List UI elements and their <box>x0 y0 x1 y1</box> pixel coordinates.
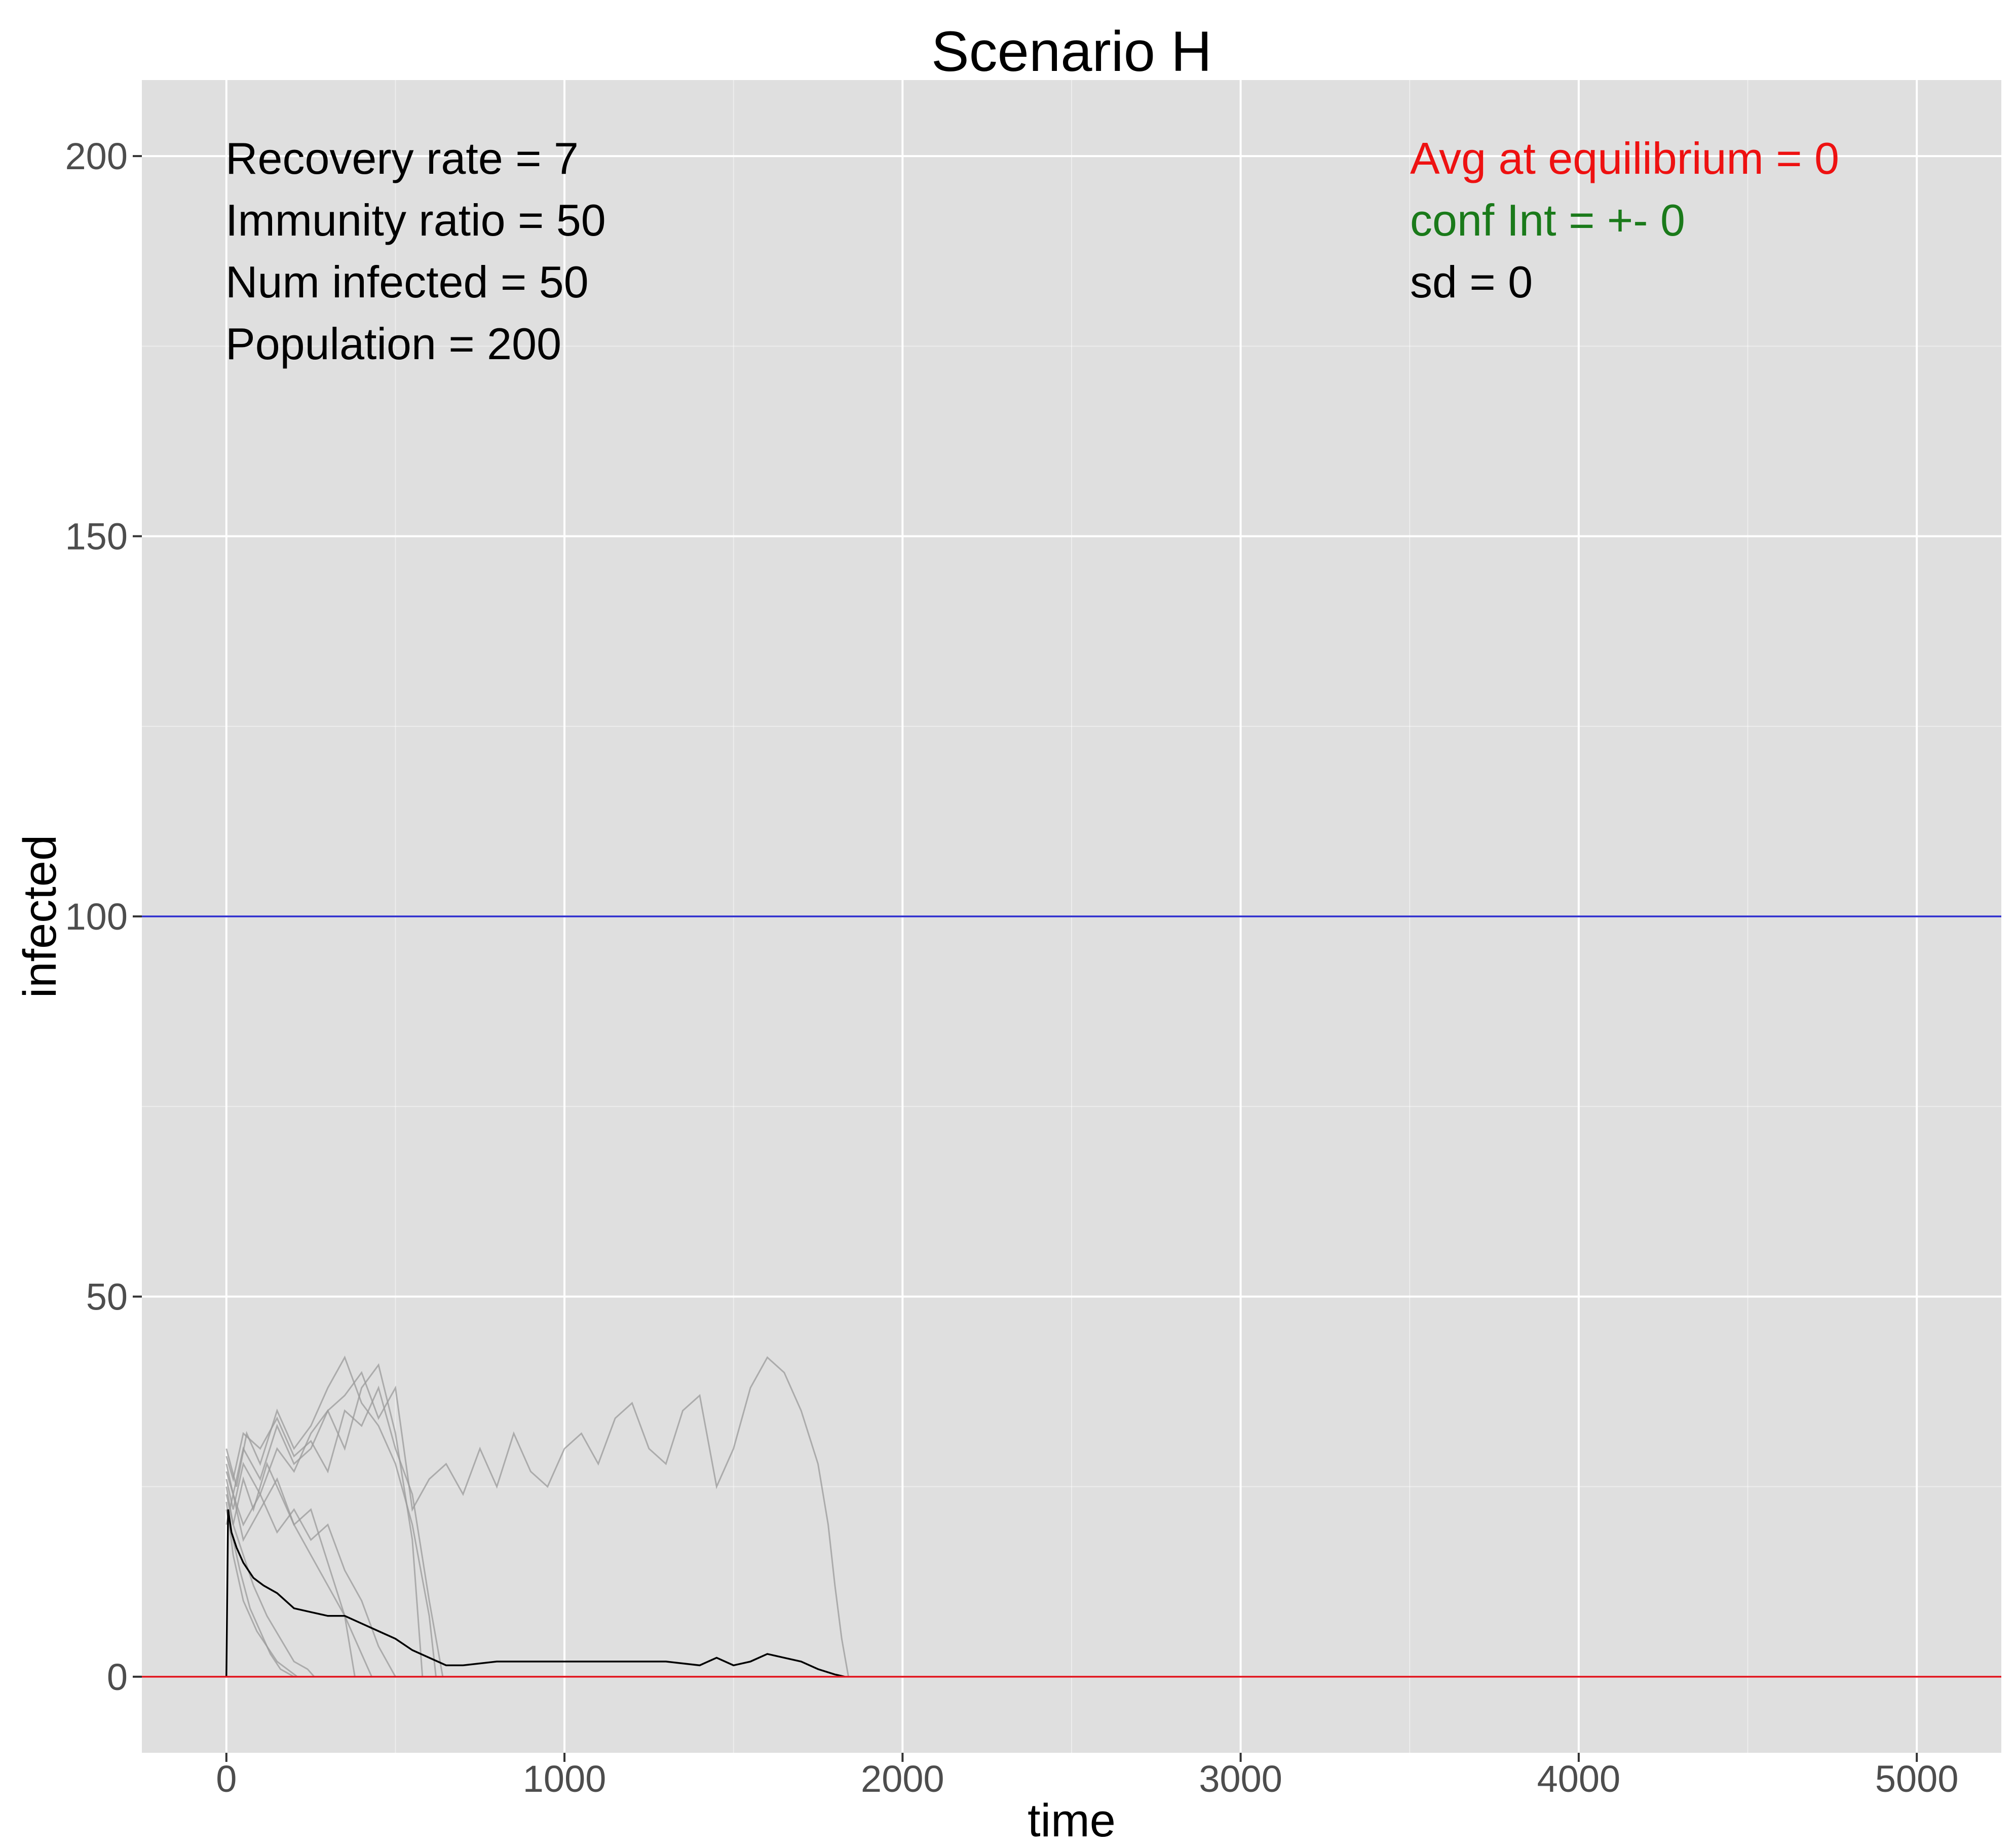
annotation-left-1: Immunity ratio = 50 <box>225 195 606 245</box>
x-tick-label: 3000 <box>1199 1758 1282 1800</box>
series-run-line-3 <box>225 1363 424 1677</box>
annotation-left-0: Recovery rate = 7 <box>225 133 579 183</box>
annotation-left-2: Num infected = 50 <box>225 257 589 307</box>
x-tick-label: 5000 <box>1875 1758 1959 1800</box>
series-run-line-1 <box>225 1356 850 1677</box>
annotation-right-2: sd = 0 <box>1410 257 1533 307</box>
chart-title: Scenario H <box>931 20 1212 83</box>
series-run-line-5 <box>225 1509 295 1678</box>
parameter-annotations: Recovery rate = 7 Immunity ratio = 50 Num … <box>225 133 606 369</box>
y-axis-ticks: 0 50 100 150 200 <box>65 135 142 1698</box>
x-tick-label: 4000 <box>1537 1758 1621 1800</box>
equilibrium-annotations: Avg at equilibrium = 0 conf Int = +- 0 sd … <box>1410 133 1839 307</box>
series-run-line-10 <box>225 1386 444 1677</box>
x-tick-label: 1000 <box>523 1758 606 1800</box>
mean-curve <box>225 1509 846 1678</box>
series-run-line-8 <box>225 1477 373 1677</box>
y-tick-label: 200 <box>65 135 128 177</box>
y-tick-label: 100 <box>65 896 128 938</box>
series-run-line-6 <box>225 1486 315 1677</box>
annotation-left-3: Population = 200 <box>225 319 561 369</box>
y-tick-label: 0 <box>107 1656 128 1698</box>
series-run-line-4 <box>225 1461 356 1677</box>
annotation-right-0: Avg at equilibrium = 0 <box>1410 133 1839 183</box>
x-tick-label: 2000 <box>861 1758 944 1800</box>
y-tick-label: 150 <box>65 516 128 558</box>
y-axis-label: infected <box>14 835 66 998</box>
annotation-right-1: conf Int = +- 0 <box>1410 195 1685 245</box>
x-axis-label: time <box>1028 1795 1116 1846</box>
reference-lines <box>142 915 2001 1678</box>
series-run-line-9 <box>225 1502 298 1678</box>
y-tick-label: 50 <box>86 1276 128 1318</box>
simulation-runs <box>225 1355 850 1678</box>
series-mean-line <box>225 1509 846 1678</box>
x-tick-label: 0 <box>216 1758 237 1800</box>
x-axis-ticks: 0 1000 2000 3000 4000 5000 <box>216 1753 1958 1800</box>
series-run-line-7 <box>225 1471 396 1677</box>
